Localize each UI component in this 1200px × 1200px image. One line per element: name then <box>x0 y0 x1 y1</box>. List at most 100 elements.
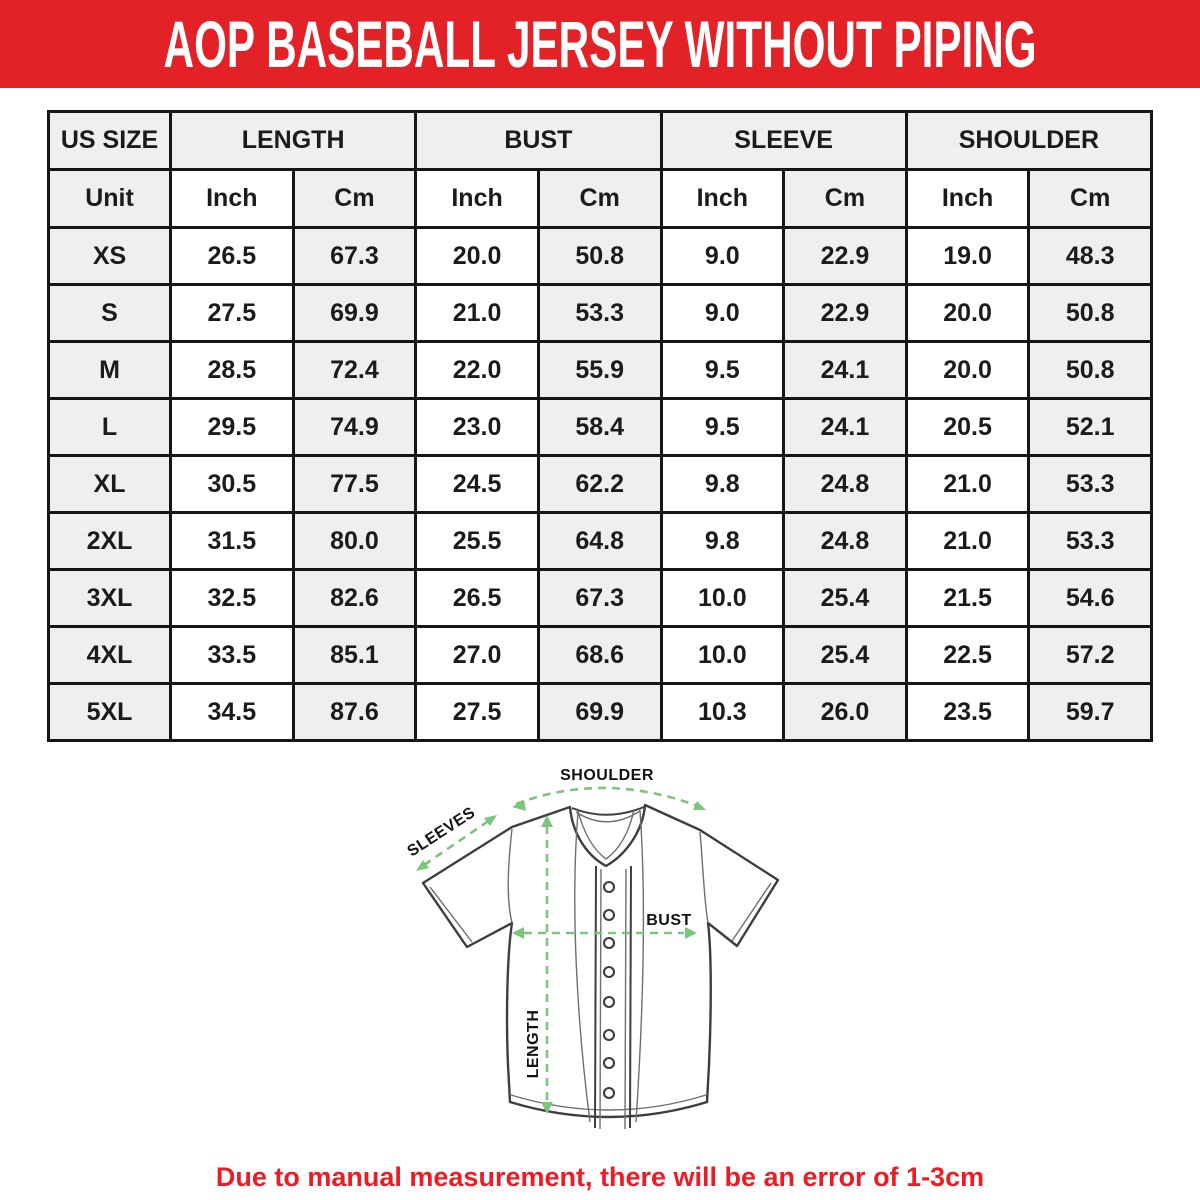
size-table-body: XS 26.5 67.3 20.0 50.8 9.0 22.9 19.0 48.3 S 27.5 69… <box>47 226 1153 742</box>
shoulder-arrow-right-icon <box>693 801 706 810</box>
value-cell: 9.5 <box>659 340 786 400</box>
shoulder-arrow-left-icon <box>512 800 526 811</box>
size-cell: M <box>47 340 172 400</box>
jersey-diagram-svg: SHOULDER SLEEVES BUST LENGTH <box>404 767 780 1130</box>
sleeves-arrow-bottom-icon <box>416 860 429 871</box>
value-cell: 27.0 <box>414 625 540 685</box>
value-cell: 24.8 <box>782 511 908 571</box>
measure-arrowheads <box>416 800 706 1114</box>
unit-cell: Cm <box>782 168 908 229</box>
value-cell: 32.5 <box>169 568 295 628</box>
page-title: AOP BASEBALL JERSEY WITHOUT PIPING <box>163 7 1037 81</box>
column-group-header: LENGTH <box>168 110 418 171</box>
value-cell: 22.9 <box>782 226 908 286</box>
value-cell: 31.5 <box>169 511 295 571</box>
value-cell: 21.0 <box>904 511 1031 571</box>
value-cell: 9.8 <box>659 511 786 571</box>
value-cell: 80.0 <box>291 511 418 571</box>
bust-arrow-left-icon <box>512 927 524 939</box>
value-cell: 30.5 <box>169 454 295 514</box>
value-cell: 25.4 <box>782 568 908 628</box>
value-cell: 67.3 <box>536 568 663 628</box>
unit-cell: Inch <box>169 168 295 229</box>
bust-arrow-right-icon <box>685 927 697 939</box>
value-cell: 34.5 <box>169 682 295 742</box>
unit-cell: Inch <box>904 168 1031 229</box>
size-cell: 5XL <box>47 682 172 742</box>
value-cell: 20.0 <box>904 283 1031 343</box>
collar-back-arc-inner <box>575 810 641 823</box>
value-cell: 21.5 <box>904 568 1031 628</box>
value-cell: 58.4 <box>536 397 663 457</box>
value-cell: 74.9 <box>291 397 418 457</box>
value-cell: 24.1 <box>782 397 908 457</box>
value-cell: 21.0 <box>414 283 540 343</box>
left-armhole-seam <box>507 828 513 924</box>
column-group-header: SLEEVE <box>659 110 908 171</box>
button-icon <box>602 936 616 950</box>
value-cell: 9.5 <box>659 397 786 457</box>
column-group-header: BUST <box>414 110 663 171</box>
value-cell: 64.8 <box>536 511 663 571</box>
left-front-seam <box>574 811 591 1123</box>
column-group-header: US SIZE <box>47 110 172 171</box>
size-cell: 4XL <box>47 625 172 685</box>
sleeves-arrow-top-icon <box>484 815 497 826</box>
value-cell: 24.1 <box>782 340 908 400</box>
size-cell: 3XL <box>47 568 172 628</box>
value-cell: 82.6 <box>291 568 418 628</box>
table-row: 5XL 34.5 87.6 27.5 69.9 10.3 26.0 23.5 59.7 <box>47 682 1153 742</box>
value-cell: 22.5 <box>904 625 1031 685</box>
value-cell: 26.5 <box>414 568 540 628</box>
table-row: M 28.5 72.4 22.0 55.9 9.5 24.1 20.0 50.8 <box>47 340 1153 400</box>
bust-label: BUST <box>646 912 692 929</box>
value-cell: 85.1 <box>291 625 418 685</box>
value-cell: 20.0 <box>414 226 540 286</box>
table-row: 3XL 32.5 82.6 26.5 67.3 10.0 25.4 21.5 54.6 <box>47 568 1153 628</box>
size-cell: 2XL <box>47 511 172 571</box>
button-icon <box>602 1028 616 1042</box>
size-cell: S <box>47 283 172 343</box>
button-icon <box>602 1086 616 1100</box>
value-cell: 62.2 <box>536 454 663 514</box>
value-cell: 10.0 <box>659 568 786 628</box>
hem-inner-line <box>510 1094 707 1111</box>
value-cell: 69.9 <box>291 283 418 343</box>
placket-right-stitch <box>624 868 627 1130</box>
length-arrow-bottom-icon <box>541 1102 553 1114</box>
size-cell: XL <box>47 454 172 514</box>
value-cell: 54.6 <box>1027 568 1153 628</box>
value-cell: 26.0 <box>782 682 908 742</box>
unit-header-row: Unit Inch Cm Inch Cm Inch Cm Inch Cm <box>47 168 1153 229</box>
title-banner: AOP BASEBALL JERSEY WITHOUT PIPING <box>0 0 1200 88</box>
value-cell: 10.0 <box>659 625 786 685</box>
size-table-head: US SIZE LENGTH BUST SLEEVE SHOULDER Unit Inch… <box>47 110 1154 229</box>
collar-back-arc-outer <box>571 806 645 816</box>
value-cell: 20.0 <box>904 340 1031 400</box>
table-row: XL 30.5 77.5 24.5 62.2 9.8 24.8 21.0 53.3 <box>47 454 1153 514</box>
value-cell: 69.9 <box>536 682 663 742</box>
placket-right-edge <box>629 865 632 1129</box>
table-row: 2XL 31.5 80.0 25.5 64.8 9.8 24.8 21.0 53.3 <box>47 511 1153 571</box>
length-arrow-top-icon <box>541 815 553 827</box>
size-cell: L <box>47 397 172 457</box>
unit-cell: Cm <box>291 168 418 229</box>
value-cell: 59.7 <box>1027 682 1153 742</box>
value-cell: 25.5 <box>414 511 540 571</box>
value-cell: 28.5 <box>169 340 295 400</box>
button-icon <box>602 908 616 922</box>
value-cell: 50.8 <box>1027 283 1153 343</box>
jersey-diagram: SHOULDER SLEEVES BUST LENGTH <box>400 750 800 1152</box>
value-cell: 52.1 <box>1027 397 1153 457</box>
value-cell: 25.4 <box>782 625 908 685</box>
column-group-header: SHOULDER <box>904 110 1154 171</box>
button-column <box>602 880 616 1100</box>
size-chart-table: US SIZE LENGTH BUST SLEEVE SHOULDER Unit Inch… <box>47 110 1154 742</box>
value-cell: 26.5 <box>169 226 295 286</box>
value-cell: 50.8 <box>536 226 663 286</box>
measurement-note: Due to manual measurement, there will be… <box>215 1162 985 1192</box>
value-cell: 24.8 <box>782 454 908 514</box>
left-cuff-line <box>429 886 473 943</box>
value-cell: 67.3 <box>291 226 418 286</box>
shoulder-label: SHOULDER <box>560 767 654 784</box>
